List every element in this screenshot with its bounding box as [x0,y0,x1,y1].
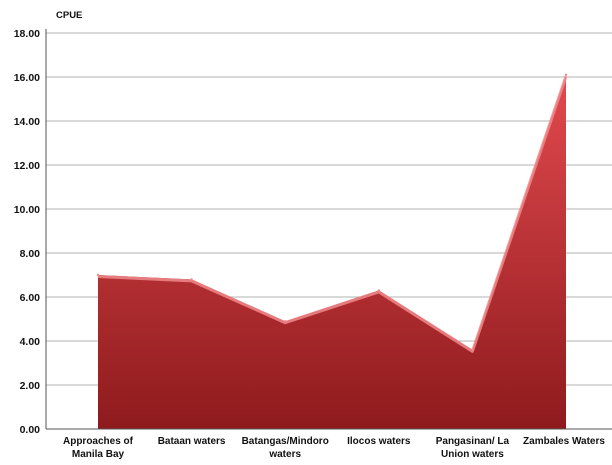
y-tick-label: 0.00 [20,424,41,436]
x-tick-label: Zambales Waters [523,436,605,447]
data-point [378,289,380,291]
data-point [565,74,567,76]
y-tick-label: 12.00 [14,160,40,172]
y-tick-label: 14.00 [14,116,40,128]
y-tick-label: 10.00 [14,204,40,216]
y-tick-label: 4.00 [20,336,41,348]
y-axis-label: CPUE [56,10,82,21]
data-point [471,349,473,351]
data-point [190,278,192,280]
x-tick-label: Batangas/Mindoro waters [242,436,329,460]
data-point [284,320,286,322]
x-tick-label: Approaches of Manila Bay [63,436,134,460]
y-tick-label: 16.00 [14,72,40,84]
x-tick-label: Bataan waters [158,436,226,447]
y-tick-label: 6.00 [20,292,41,304]
x-tick-label: Ilocos waters [347,436,411,447]
area-series [97,74,567,429]
x-tick-label: Pangasinan/ La Union waters [436,436,510,460]
x-axis-ticks: Approaches of Manila Bay Bataan waters Bata… [63,436,605,460]
y-tick-label: 8.00 [20,248,41,260]
y-tick-label: 2.00 [20,380,41,392]
y-tick-label: 18.00 [14,28,40,40]
data-point [97,274,99,276]
area-fill [98,75,566,429]
y-axis-ticks: 0.00 2.00 4.00 6.00 8.00 10.00 12.00 14.00 16.00… [14,28,40,436]
